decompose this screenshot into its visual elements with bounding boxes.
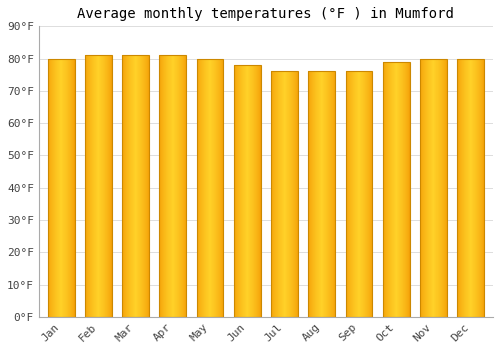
Bar [308,71,335,317]
Bar [346,71,372,317]
Bar [160,55,186,317]
Bar [85,55,112,317]
Title: Average monthly temperatures (°F ) in Mumford: Average monthly temperatures (°F ) in Mu… [78,7,454,21]
Bar [271,71,298,317]
Bar [420,58,447,317]
Bar [196,58,224,317]
Bar [122,55,149,317]
Bar [234,65,260,317]
Bar [383,62,409,317]
Bar [458,58,484,317]
Bar [48,58,74,317]
